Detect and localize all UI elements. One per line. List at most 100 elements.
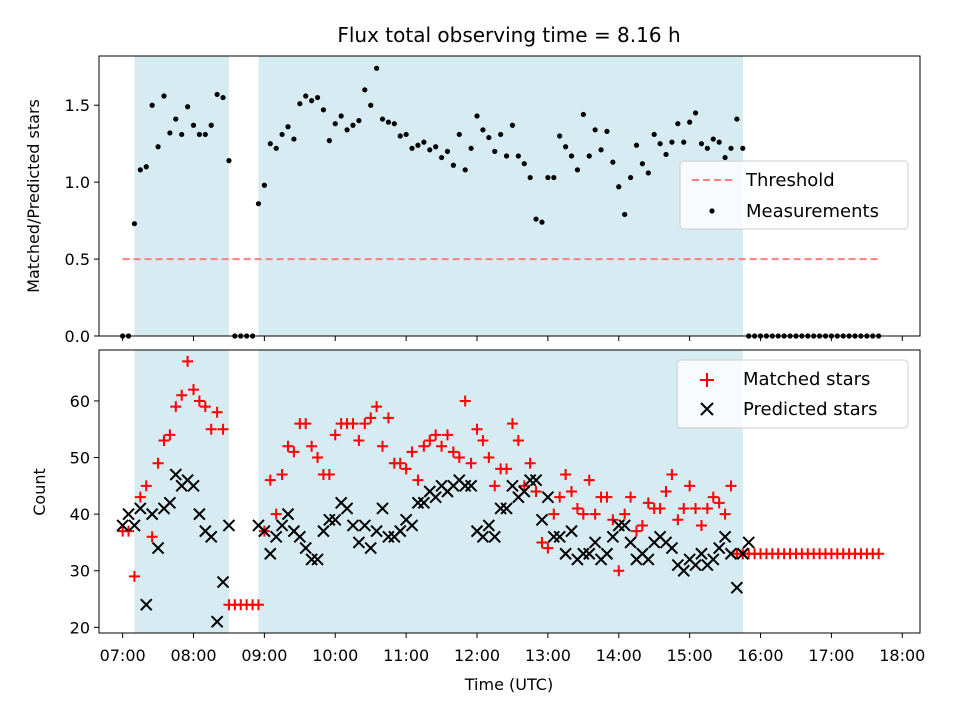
measurement-point <box>261 182 267 188</box>
predicted-star-point <box>394 524 407 538</box>
predicted-star-point <box>264 547 277 560</box>
matched-star-point <box>530 486 542 497</box>
predicted-star-point <box>145 507 159 521</box>
measurement-point <box>586 153 592 159</box>
matched-star-point <box>660 486 672 497</box>
measurement-point <box>456 131 462 138</box>
matched-star-point <box>666 469 678 481</box>
x-tick-label: 07:00 <box>100 646 146 665</box>
measurement-point <box>734 116 740 122</box>
legend-matched-swatch <box>700 373 714 387</box>
matched-star-point <box>365 412 377 424</box>
measurement-point <box>350 122 356 128</box>
matched-star-point <box>418 440 430 452</box>
predicted-star-point <box>689 558 702 572</box>
count-panel-y-tick-label: 40 <box>70 505 90 524</box>
predicted-star-point <box>293 530 307 543</box>
measurement-point <box>681 139 687 145</box>
predicted-star-point <box>275 519 289 532</box>
matched-star-point <box>690 502 702 514</box>
ratio-panel-shaded-intervals <box>134 56 743 336</box>
measurement-point <box>657 141 663 147</box>
count-panel-legend-box <box>676 359 909 429</box>
measurement-point <box>184 104 191 110</box>
predicted-star-point <box>116 519 129 532</box>
predicted-star-point <box>299 541 312 555</box>
measurement-point <box>663 151 669 158</box>
matched-star-point <box>188 384 200 396</box>
measurement-point <box>651 131 657 138</box>
measurement-point <box>320 107 327 113</box>
matched-star-point <box>459 395 471 407</box>
matched-star-point <box>377 440 389 452</box>
measurement-point <box>563 144 569 150</box>
x-tick-label: 08:00 <box>170 646 216 665</box>
predicted-star-point <box>317 524 330 538</box>
measurement-point <box>190 122 197 128</box>
measurement-point <box>704 145 710 151</box>
matched-star-point <box>193 395 205 407</box>
measurement-point <box>509 122 516 128</box>
predicted-star-point <box>382 530 395 543</box>
predicted-star-point <box>742 536 755 549</box>
predicted-star-point <box>600 547 614 560</box>
count-panel-shaded-intervals <box>134 350 743 633</box>
matched-star-point <box>501 463 513 475</box>
predicted-star-point <box>518 485 531 498</box>
measurement-point <box>385 119 392 125</box>
predicted-star-point <box>541 490 555 504</box>
measurement-point <box>580 111 586 118</box>
count-panel-frame <box>98 349 921 634</box>
matched-star-point <box>518 480 530 492</box>
matched-star-point <box>123 525 135 537</box>
matched-star-point <box>536 536 548 548</box>
matched-star-point <box>252 599 264 611</box>
predicted-star-point <box>724 547 738 560</box>
ratio-shaded-interval-1 <box>258 56 743 336</box>
predicted-star-point <box>187 479 200 493</box>
measurement-point <box>527 174 533 181</box>
matched-star-point <box>182 355 194 367</box>
measurement-point <box>474 113 480 119</box>
matched-star-point <box>441 429 453 441</box>
count-panel-x-ticks: 07:00 08:00 09:00 10:00 11:00 12:00 13:00 14:00… <box>100 633 925 665</box>
measurement-point <box>332 121 338 127</box>
legend-measurements-label: Measurements <box>746 201 879 222</box>
measurement-point <box>692 110 699 116</box>
matched-star-point <box>394 457 406 469</box>
matched-star-point <box>276 469 288 481</box>
predicted-star-point <box>305 553 318 566</box>
predicted-star-point <box>618 519 631 532</box>
x-axis-label: Time (UTC) <box>464 675 553 694</box>
measurement-point <box>438 154 445 161</box>
count-panel: 20 30 40 50 60 07:00 08:00 09:00 10:00 11:00 12:0… <box>30 349 925 694</box>
x-tick-label: 12:00 <box>454 646 500 665</box>
matched-star-point <box>483 452 495 464</box>
matched-star-point <box>583 474 595 486</box>
predicted-star-point <box>269 530 283 543</box>
predicted-star-point <box>216 575 230 589</box>
ratio-panel-x-ticks <box>122 336 903 341</box>
predicted-star-point <box>547 530 561 543</box>
predicted-star-point <box>482 519 496 532</box>
measurement-point <box>545 174 551 181</box>
measurement-point <box>687 119 693 125</box>
measurement-point <box>551 174 557 181</box>
matched-star-point <box>205 423 217 435</box>
measurement-point <box>202 131 208 138</box>
legend-matched-label: Matched stars <box>743 369 870 390</box>
matched-star-point <box>406 446 418 458</box>
count-panel-legend: Matched stars Predicted stars <box>676 359 909 429</box>
matched-star-point <box>282 440 294 452</box>
predicted-star-point <box>535 513 549 527</box>
predicted-star-point <box>222 519 236 532</box>
ratio-panel-y-axis-label: Matched/Predicted stars <box>24 99 43 293</box>
predicted-star-point <box>140 598 153 611</box>
measurement-point <box>498 131 504 138</box>
measurement-point <box>149 102 155 108</box>
measurement-point <box>728 145 734 151</box>
predicted-star-point <box>488 530 501 543</box>
predicted-star-point <box>364 541 377 555</box>
matched-star-point <box>642 497 654 509</box>
